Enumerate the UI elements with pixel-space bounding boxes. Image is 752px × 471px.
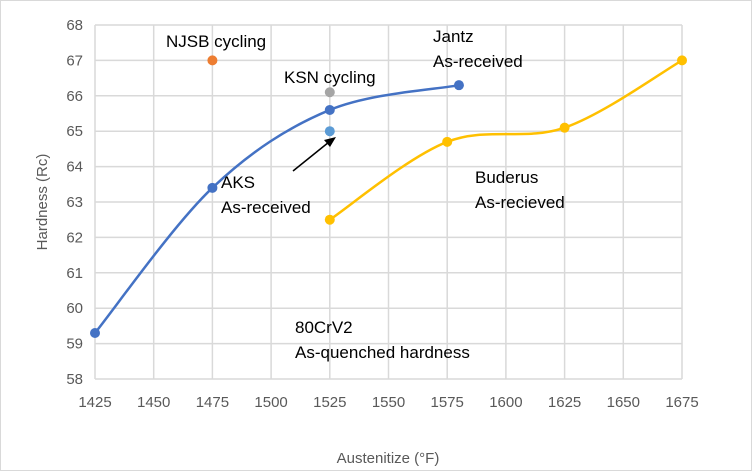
data-point-jantz xyxy=(207,182,218,193)
series-line-buderus xyxy=(329,59,683,221)
annotation-label: Buderus xyxy=(475,168,538,187)
annotation-label: AKS xyxy=(221,173,255,192)
x-tick-label: 1525 xyxy=(313,394,346,411)
data-point-jantz xyxy=(90,327,100,338)
data-point-buderus xyxy=(677,55,687,66)
y-tick-label: 59 xyxy=(66,336,83,353)
annotation-label: KSN cycling xyxy=(284,68,376,87)
annotations: NJSB cycling KSN cycling Jantz As-received A… xyxy=(166,27,565,362)
y-tick-label: 68 xyxy=(66,17,83,34)
y-tick-label: 64 xyxy=(66,159,83,176)
y-axis-title: Hardness (Rc) xyxy=(34,154,51,251)
data-point-aks xyxy=(324,126,335,137)
x-tick-label: 1450 xyxy=(137,394,170,411)
annotation-label: 80CrV2 xyxy=(295,318,353,337)
gridlines xyxy=(94,24,683,380)
annotation-label: As-received xyxy=(221,198,311,217)
x-axis-title: Austenitize (°F) xyxy=(337,450,440,467)
series-layer xyxy=(90,55,687,338)
y-tick-label: 65 xyxy=(66,123,83,140)
data-point-buderus xyxy=(324,214,335,225)
x-tick-label: 1675 xyxy=(665,394,698,411)
x-tick-labels: 1425 1450 1475 1500 1525 1550 1575 1600 1625 1650… xyxy=(78,394,698,411)
y-tick-label: 60 xyxy=(66,300,83,317)
x-tick-label: 1625 xyxy=(548,394,581,411)
data-point-njsb xyxy=(207,55,218,66)
x-tick-label: 1500 xyxy=(254,394,287,411)
y-tick-label: 58 xyxy=(66,371,83,388)
data-point-jantz xyxy=(324,104,335,115)
data-point-buderus xyxy=(559,122,570,133)
x-tick-label: 1650 xyxy=(607,394,640,411)
annotation-label: NJSB cycling xyxy=(166,32,266,51)
x-tick-label: 1575 xyxy=(431,394,464,411)
x-tick-label: 1600 xyxy=(489,394,522,411)
y-tick-labels: 58 59 60 61 62 63 64 65 66 67 68 xyxy=(66,17,83,388)
x-tick-label: 1475 xyxy=(196,394,229,411)
y-tick-label: 67 xyxy=(66,52,83,69)
x-tick-label: 1550 xyxy=(372,394,405,411)
y-tick-label: 61 xyxy=(66,265,83,282)
series-line-jantz xyxy=(94,83,460,334)
x-tick-label: 1425 xyxy=(78,394,111,411)
annotation-label: As-received xyxy=(433,52,523,71)
annotation-label: Jantz xyxy=(433,27,474,46)
y-tick-label: 63 xyxy=(66,194,83,211)
aks-arrow xyxy=(292,137,336,172)
annotation-label: As-recieved xyxy=(475,193,565,212)
y-tick-label: 62 xyxy=(66,229,83,246)
y-tick-label: 66 xyxy=(66,88,83,105)
data-point-jantz xyxy=(453,80,464,91)
data-point-ksn xyxy=(324,87,335,98)
annotation-label: As-quenched hardness xyxy=(295,343,470,362)
data-point-buderus xyxy=(442,136,453,147)
